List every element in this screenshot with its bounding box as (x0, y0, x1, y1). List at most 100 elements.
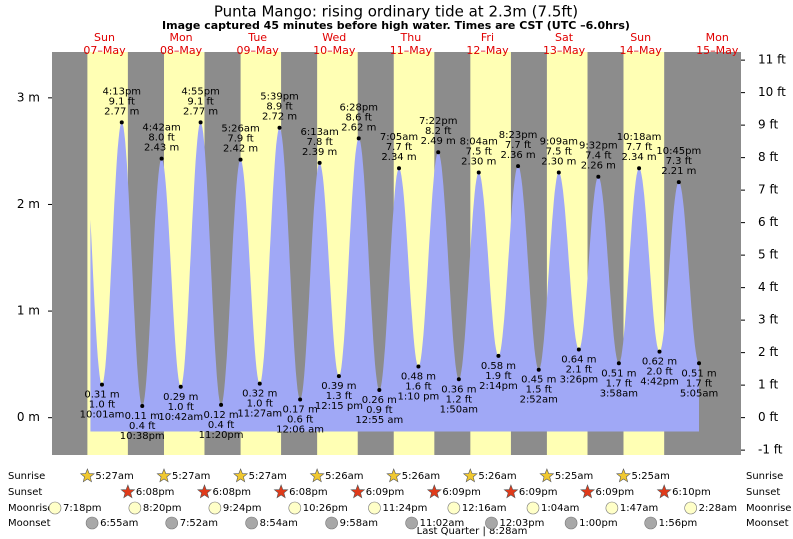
tide-label: 6:28pm (339, 102, 378, 113)
moonset-time: 6:55am (100, 518, 138, 529)
tide-label: 7.9 ft (227, 134, 253, 145)
sunset-time: 6:08pm (289, 487, 328, 498)
tide-label: 2.77 m (104, 106, 139, 117)
tide-extreme (336, 374, 341, 379)
weekday-label: Mon (706, 31, 729, 44)
tide-label: 11:20pm (199, 430, 244, 441)
moonset-time: 9:58am (340, 518, 378, 529)
tide-label: 0.64 m (561, 354, 596, 365)
tide-label: 5:05am (680, 388, 718, 399)
tide-extreme (377, 387, 382, 392)
tide-extreme (496, 353, 501, 358)
tide-label: 11:27am (237, 409, 282, 420)
tide-extreme (697, 361, 702, 366)
tide-label: 2.0 ft (646, 367, 672, 378)
moonrise-time: 7:18pm (63, 503, 102, 514)
tide-label: 0.48 m (401, 372, 436, 383)
date-label: 14–May (620, 44, 663, 57)
row-label: Sunrise (8, 471, 45, 482)
tide-label: 1:50am (440, 404, 478, 415)
tide-label: 10:45pm (656, 146, 701, 157)
chart-subtitle: Image captured 45 minutes before high wa… (162, 19, 630, 32)
tide-label: 4:13pm (102, 86, 141, 97)
tide-area (90, 122, 700, 432)
sun-icon (656, 484, 672, 499)
tide-extreme (397, 166, 402, 171)
tide-extreme (516, 164, 521, 169)
tide-extreme (657, 349, 662, 354)
row-label: Sunset (8, 487, 42, 498)
y-tick-label: 2 m (17, 197, 40, 211)
weekday-label: Fri (481, 31, 494, 44)
tide-label: 5:26am (221, 124, 259, 135)
tide-extreme (219, 402, 224, 407)
tide-label: 8:04am (460, 136, 498, 147)
moon-icon (48, 501, 62, 515)
tide-label: 0.31 m (84, 390, 119, 401)
sun-icon (196, 484, 212, 499)
tide-label: 2.1 ft (566, 364, 592, 375)
weekday-label: Tue (247, 31, 267, 44)
tide-label: 7.7 ft (505, 140, 531, 151)
tide-label: 9.1 ft (109, 96, 135, 107)
tide-extreme (178, 384, 183, 389)
moonrise-time: 12:16am (462, 503, 507, 514)
tide-label: 10:42am (158, 412, 203, 423)
tide-label: 7:22pm (419, 116, 458, 127)
tide-label: 2.72 m (262, 112, 297, 123)
tide-label: 0.4 ft (208, 420, 234, 431)
moon-icon (605, 501, 619, 515)
tide-label: 0.6 ft (287, 415, 313, 426)
sunset-time: 6:09pm (519, 487, 558, 498)
tide-label: 0.26 m (362, 395, 397, 406)
row-label: Moonset (8, 518, 51, 529)
y2-tick-label: 9 ft (758, 118, 778, 132)
sun-icon (156, 468, 172, 483)
tide-label: 0.51 m (601, 368, 636, 379)
tide-label: 2.36 m (500, 150, 535, 161)
moon-icon (485, 516, 498, 530)
y2-tick-label: 3 ft (758, 313, 778, 327)
sunrise-time: 5:27am (172, 471, 210, 482)
date-label: 09–May (237, 44, 280, 57)
tide-label: 4:42am (142, 123, 180, 134)
sun-icon (580, 484, 596, 499)
tide-label: 9:32pm (579, 141, 618, 152)
y2-tick-label: 2 ft (758, 345, 778, 359)
tide-label: 10:01am (80, 410, 125, 421)
tide-label: 1.7 ft (686, 378, 712, 389)
tide-label: 1.6 ft (405, 382, 431, 393)
tide-extreme (576, 347, 581, 352)
tide-label: 1.0 ft (89, 400, 115, 411)
sun-icon (309, 468, 325, 483)
row-label: Sunrise (746, 471, 783, 482)
moonset-time: 1:00pm (579, 518, 618, 529)
tide-label: 2:52am (520, 395, 558, 406)
moon-icon (325, 516, 338, 530)
moon-icon (564, 516, 578, 530)
weekday-label: Wed (322, 31, 346, 44)
sun-icon (539, 468, 555, 483)
sunrise-time: 5:26am (478, 471, 516, 482)
sunrise-time: 5:26am (325, 471, 363, 482)
tide-extreme (596, 174, 601, 179)
tide-extreme (637, 166, 642, 171)
moon-icon (85, 516, 99, 530)
tide-label: 8:23pm (499, 130, 538, 141)
y2-tick-label: 6 ft (758, 215, 778, 229)
moonset-time: 12:03pm (499, 518, 544, 529)
tide-label: 7.7 ft (626, 142, 652, 153)
tide-label: 6:13am (300, 127, 338, 138)
tide-label: 3:26pm (560, 374, 599, 385)
sunrise-time: 5:25am (631, 471, 669, 482)
sun-icon (233, 468, 249, 483)
tide-extreme (356, 136, 361, 141)
tide-label: 7.4 ft (585, 151, 611, 162)
weekday-label: Mon (169, 31, 192, 44)
moon-icon (684, 501, 697, 515)
tide-label: 8.2 ft (425, 126, 451, 137)
sunrise-time: 5:25am (555, 471, 593, 482)
weekday-label: Sun (94, 31, 115, 44)
tide-label: 2:14pm (479, 381, 518, 392)
moonset-time: 1:56pm (659, 518, 698, 529)
